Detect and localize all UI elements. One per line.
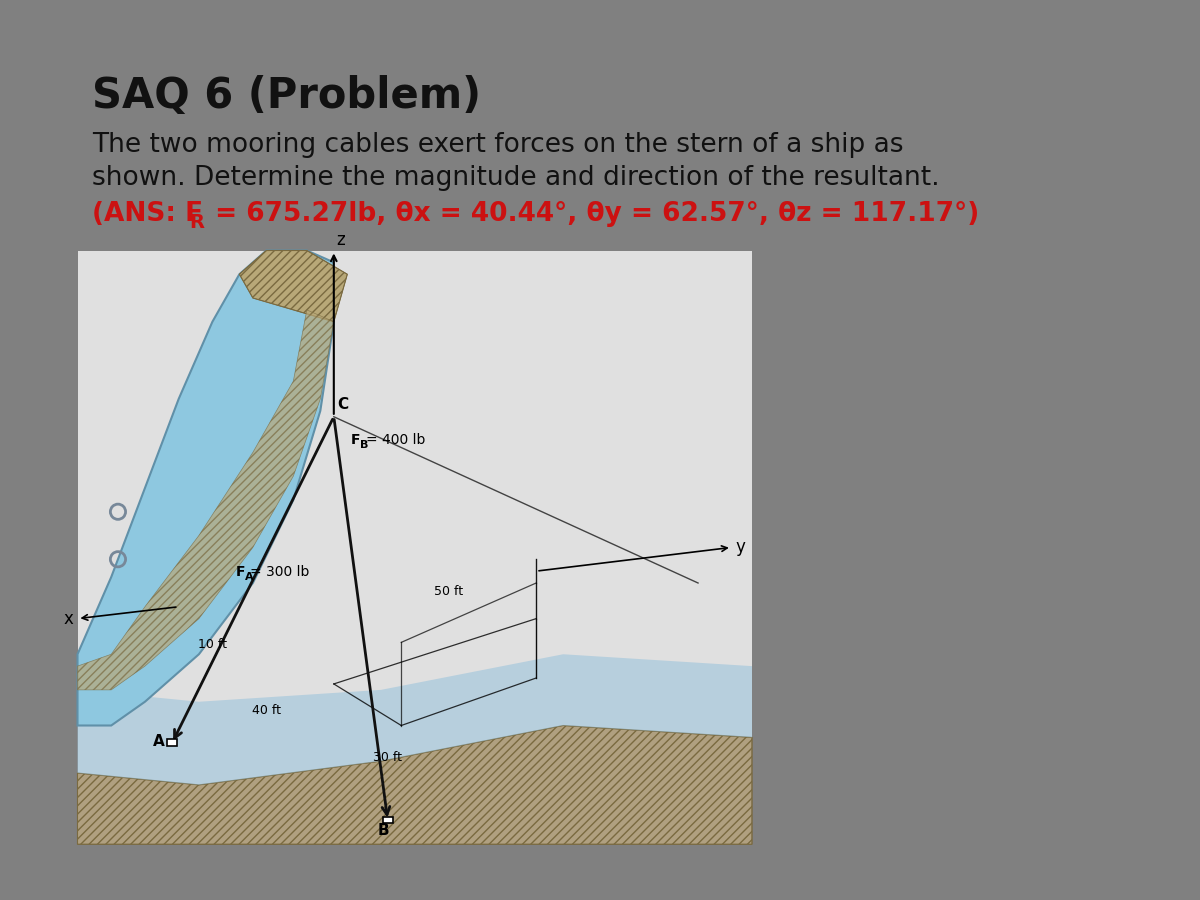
Text: = 675.27lb, θx = 40.44°, θy = 62.57°, θz = 117.17°): = 675.27lb, θx = 40.44°, θy = 62.57°, θz… [205,201,979,227]
Text: shown. Determine the magnitude and direction of the resultant.: shown. Determine the magnitude and direc… [91,165,940,191]
Text: The two mooring cables exert forces on the stern of a ship as: The two mooring cables exert forces on t… [91,131,904,158]
Text: F: F [235,565,245,580]
Text: 30 ft: 30 ft [373,752,402,764]
Polygon shape [78,654,752,785]
Text: F: F [350,434,360,447]
Polygon shape [78,250,334,725]
Text: B: B [360,440,368,450]
Text: A: A [245,572,254,582]
Text: x: x [64,609,73,627]
Text: z: z [337,230,346,248]
Text: A: A [152,734,164,749]
Text: 50 ft: 50 ft [434,585,463,598]
Text: 10 ft: 10 ft [198,638,227,652]
Polygon shape [239,250,347,322]
Text: 40 ft: 40 ft [252,704,281,716]
Text: R: R [190,212,205,231]
Text: = 400 lb: = 400 lb [366,434,426,447]
Bar [383,816,392,824]
Text: SAQ 6 (Problem): SAQ 6 (Problem) [91,75,481,117]
Text: C: C [337,397,349,412]
Bar [167,739,176,746]
Text: B: B [377,824,389,839]
Polygon shape [78,725,752,844]
Text: (ANS: F: (ANS: F [91,201,203,227]
Text: = 300 lb: = 300 lb [250,565,310,580]
Text: y: y [736,538,745,556]
Polygon shape [78,310,334,690]
Bar [78,250,752,844]
